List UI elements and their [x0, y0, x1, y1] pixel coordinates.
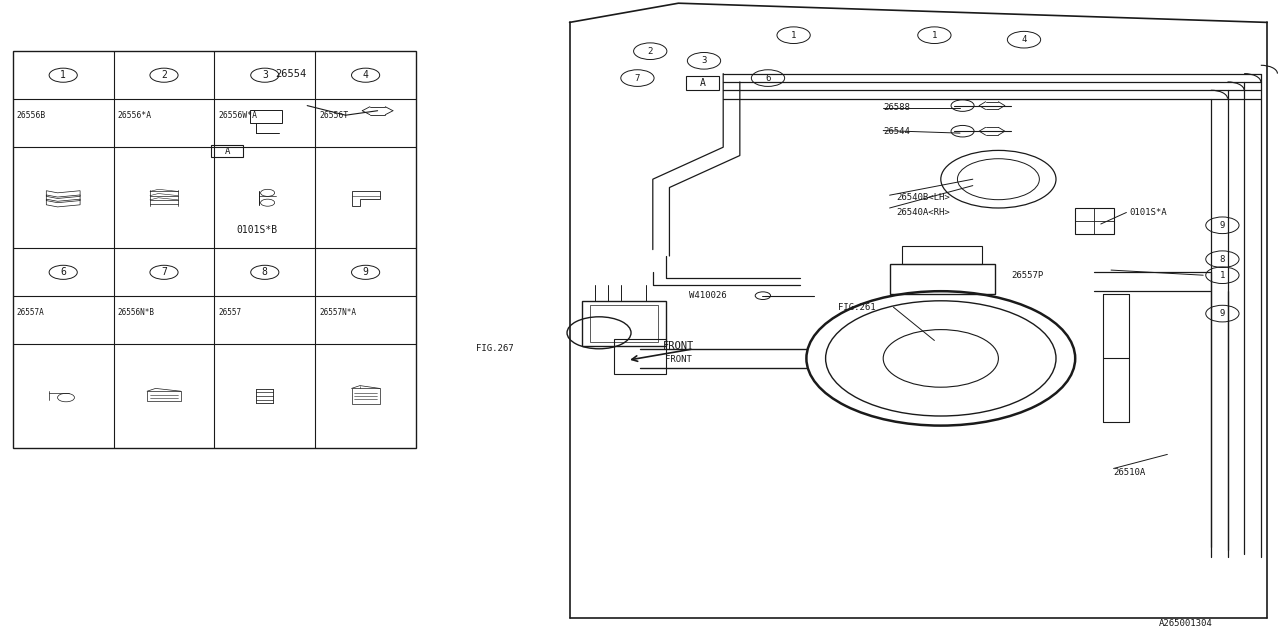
Text: 26556T: 26556T: [319, 111, 348, 120]
Bar: [890, 264, 995, 294]
Text: FIG.261: FIG.261: [838, 303, 876, 312]
Text: 26557N*A: 26557N*A: [319, 308, 356, 317]
Text: 4: 4: [1021, 35, 1027, 44]
Bar: [686, 76, 719, 90]
Bar: [211, 145, 243, 157]
Text: 9: 9: [1220, 221, 1225, 230]
Text: 26588: 26588: [883, 103, 910, 112]
Text: 26540B<LH>: 26540B<LH>: [896, 193, 950, 202]
Text: 26510A: 26510A: [1114, 468, 1146, 477]
Text: 9: 9: [362, 268, 369, 277]
Bar: [614, 339, 666, 374]
Text: W410026: W410026: [689, 291, 726, 300]
Text: FIG.267: FIG.267: [476, 344, 513, 353]
Text: 26556W*A: 26556W*A: [218, 111, 257, 120]
Text: 2: 2: [161, 70, 166, 80]
Text: 0101S*B: 0101S*B: [237, 225, 278, 236]
Text: FRONT: FRONT: [663, 340, 694, 351]
Text: 1: 1: [60, 70, 67, 80]
Text: A: A: [224, 147, 230, 156]
Text: A: A: [700, 77, 705, 88]
Bar: [902, 246, 982, 264]
Text: FRONT: FRONT: [666, 355, 691, 364]
Text: 26544: 26544: [883, 127, 910, 136]
Text: 3: 3: [701, 56, 707, 65]
Text: 6: 6: [60, 268, 67, 277]
Text: A265001304: A265001304: [1158, 620, 1212, 628]
Text: 3: 3: [262, 70, 268, 80]
Text: 2: 2: [648, 47, 653, 56]
Bar: [1075, 208, 1114, 234]
Text: 6: 6: [765, 74, 771, 83]
Text: 26556B: 26556B: [17, 111, 46, 120]
Text: 1: 1: [932, 31, 937, 40]
Text: 1: 1: [791, 31, 796, 40]
Text: 26557: 26557: [218, 308, 242, 317]
Text: 0101S*A: 0101S*A: [1129, 208, 1166, 217]
Bar: [250, 110, 282, 123]
Text: 26556N*B: 26556N*B: [118, 308, 155, 317]
Text: 8: 8: [262, 268, 268, 277]
Bar: [13, 51, 416, 448]
Text: 8: 8: [1220, 255, 1225, 264]
Bar: [147, 391, 180, 401]
Bar: [590, 305, 658, 342]
Text: 26557P: 26557P: [1011, 271, 1043, 280]
Text: 26540A<RH>: 26540A<RH>: [896, 208, 950, 217]
Bar: [352, 388, 380, 404]
Text: 1: 1: [1220, 271, 1225, 280]
Text: 7: 7: [161, 268, 166, 277]
Text: 7: 7: [635, 74, 640, 83]
Text: 4: 4: [362, 70, 369, 80]
Text: 9: 9: [1220, 309, 1225, 318]
Text: 26557A: 26557A: [17, 308, 45, 317]
Text: 26556*A: 26556*A: [118, 111, 151, 120]
Text: 26554: 26554: [275, 68, 306, 79]
Bar: [582, 301, 666, 346]
